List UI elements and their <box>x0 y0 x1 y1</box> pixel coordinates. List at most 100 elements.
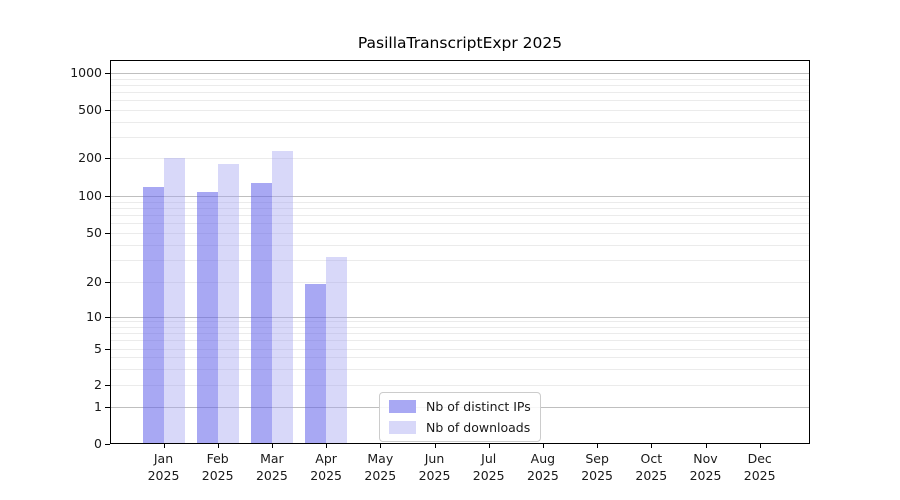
minor-gridline-3 <box>111 368 809 370</box>
minor-gridline-8 <box>111 326 809 328</box>
x-tick-label-6: Jul 2025 <box>461 450 517 484</box>
x-tick-label-year: 2025 <box>364 468 397 483</box>
major-gridline-1000 <box>111 73 809 74</box>
legend-swatch-downloads <box>389 421 416 434</box>
x-tick-label-8: Sep 2025 <box>569 450 625 484</box>
y-tick-2 <box>105 385 110 386</box>
y-tick-500 <box>105 110 110 111</box>
x-tick-3 <box>326 444 328 448</box>
y-tick-label-2: 2 <box>94 377 102 392</box>
x-tick-label-month: Nov <box>693 451 718 466</box>
bar-distinct-ips-feb <box>196 191 218 444</box>
minor-gridline-200 <box>111 158 809 159</box>
y-tick-label-1: 1 <box>94 399 102 414</box>
x-tick-label-year: 2025 <box>743 468 776 483</box>
legend-label-distinct-ips: Nb of distinct IPs <box>426 399 531 414</box>
y-tick-label-20: 20 <box>86 273 102 289</box>
x-tick-label-month: Oct <box>640 451 663 466</box>
y-tick-10 <box>105 316 110 318</box>
minor-gridline-80 <box>111 207 809 209</box>
bar-downloads-feb <box>217 164 239 444</box>
x-tick-label-month: Jan <box>153 451 174 466</box>
x-tick-label-year: 2025 <box>526 468 559 483</box>
minor-gridline-800 <box>111 84 809 86</box>
minor-gridline-20 <box>111 281 809 283</box>
minor-gridline-5 <box>111 348 809 350</box>
x-tick-label-2: Mar 2025 <box>244 450 300 484</box>
minor-gridline-50 <box>111 233 809 234</box>
x-tick-label-month: May <box>367 451 394 466</box>
minor-gridline-60 <box>111 223 809 225</box>
legend-item-downloads: Nb of downloads <box>389 419 531 436</box>
minor-gridline-4 <box>111 357 809 359</box>
x-tick-label-month: Mar <box>260 451 284 466</box>
x-tick-label-5: Jun 2025 <box>407 450 463 484</box>
minor-gridline-300 <box>111 136 809 138</box>
x-tick-label-year: 2025 <box>581 468 613 483</box>
chart-title: PasillaTranscriptExpr 2025 <box>357 34 563 52</box>
x-tick-11 <box>759 444 761 448</box>
x-tick-9 <box>651 444 653 448</box>
x-tick-label-month: Sep <box>585 451 609 466</box>
bar-downloads-jan <box>163 157 185 444</box>
y-tick-50 <box>105 233 110 234</box>
legend-label-downloads: Nb of downloads <box>426 420 531 435</box>
x-tick-label-year: 2025 <box>472 468 505 483</box>
minor-gridline-70 <box>111 215 809 216</box>
major-gridline-10 <box>111 316 809 318</box>
y-tick-label-1000: 1000 <box>70 65 102 80</box>
minor-gridline-9 <box>111 321 809 323</box>
major-gridline-100 <box>111 196 809 197</box>
y-tick-label-0: 0 <box>94 435 102 451</box>
minor-gridline-700 <box>111 92 809 93</box>
x-tick-10 <box>705 444 707 448</box>
y-tick-200 <box>105 158 110 159</box>
x-tick-label-4: May 2025 <box>352 450 408 484</box>
bar-distinct-ips-jan <box>142 186 164 444</box>
x-tick-label-year: 2025 <box>635 468 668 483</box>
x-tick-2 <box>271 444 273 448</box>
x-tick-label-year: 2025 <box>255 468 288 483</box>
x-tick-label-10: Nov 2025 <box>678 450 734 484</box>
x-tick-6 <box>488 444 490 448</box>
x-tick-label-month: Dec <box>747 451 772 466</box>
x-tick-label-9: Oct 2025 <box>623 450 679 484</box>
minor-gridline-7 <box>111 333 809 334</box>
y-tick-label-100: 100 <box>78 188 102 203</box>
x-tick-label-month: Jul <box>481 451 497 466</box>
x-tick-label-year: 2025 <box>147 468 180 483</box>
y-tick-label-200: 200 <box>78 150 102 165</box>
x-tick-label-1: Feb 2025 <box>190 450 246 484</box>
legend: Nb of distinct IPs Nb of downloads <box>379 392 541 442</box>
x-tick-label-11: Dec 2025 <box>732 450 788 484</box>
minor-gridline-2 <box>111 385 809 386</box>
bar-downloads-mar <box>271 150 293 444</box>
bar-distinct-ips-apr <box>305 284 327 444</box>
minor-gridline-40 <box>111 244 809 246</box>
x-tick-label-year: 2025 <box>310 468 342 483</box>
y-tick-20 <box>105 281 110 283</box>
y-tick-label-500: 500 <box>78 102 102 117</box>
bar-distinct-ips-mar <box>250 183 272 444</box>
x-tick-1 <box>217 444 219 448</box>
x-tick-label-month: Jun <box>424 451 445 466</box>
minor-gridline-30 <box>111 260 809 261</box>
minor-gridline-900 <box>111 78 809 80</box>
minor-gridline-90 <box>111 201 809 203</box>
x-tick-label-year: 2025 <box>201 468 234 483</box>
x-tick-4 <box>380 444 382 448</box>
minor-gridline-500 <box>111 110 809 111</box>
legend-item-distinct-ips: Nb of distinct IPs <box>389 398 531 415</box>
x-tick-label-7: Aug 2025 <box>515 450 571 484</box>
minor-gridline-6 <box>111 340 809 342</box>
bar-downloads-apr <box>326 256 348 444</box>
minor-gridline-400 <box>111 121 809 123</box>
minor-gridline-600 <box>111 100 809 102</box>
x-tick-label-0: Jan 2025 <box>136 450 192 484</box>
y-tick-label-50: 50 <box>86 225 102 240</box>
x-tick-0 <box>163 444 165 448</box>
x-tick-label-year: 2025 <box>689 468 722 483</box>
